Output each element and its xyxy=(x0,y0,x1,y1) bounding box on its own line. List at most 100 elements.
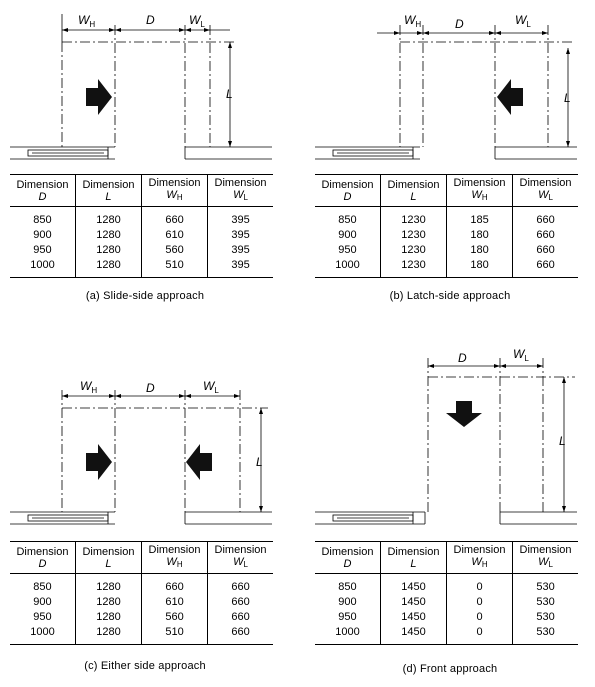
cell: 1450 xyxy=(379,625,447,645)
dimension-table: Dimension D Dimension L Dimension WH Dimens… xyxy=(315,541,578,645)
table-row: 1000 1280 510 660 xyxy=(10,625,273,645)
cell: 660 xyxy=(207,610,273,625)
cell: 180 xyxy=(445,243,513,258)
table-row: 1000 1450 0 530 xyxy=(315,625,578,645)
caption: (c) Either side approach xyxy=(84,660,206,672)
cell: 1280 xyxy=(74,610,142,625)
cell: 395 xyxy=(207,228,273,243)
panel-slide-side: WH D WL L Dimension D Dimension L Dimensio… xyxy=(0,0,290,320)
cell: 1230 xyxy=(379,206,447,228)
table-row: 950 1230 180 660 xyxy=(315,243,578,258)
col-wl-header: Dimension WL xyxy=(207,174,273,207)
cell: 610 xyxy=(140,595,208,610)
table-row: 900 1280 610 660 xyxy=(10,595,273,610)
label-wl: WL xyxy=(513,347,529,363)
diagram-either-side xyxy=(10,390,272,525)
caption: (a) Slide-side approach xyxy=(85,290,205,302)
col-wh-header: Dimension WH xyxy=(140,541,208,574)
cell: 1280 xyxy=(74,258,142,278)
approach-arrow-left-icon xyxy=(497,79,523,115)
cell: 660 xyxy=(207,573,273,595)
diagram-slide-side xyxy=(10,14,272,160)
table-row: 850 1280 660 395 xyxy=(10,206,273,228)
cell: 850 xyxy=(33,581,52,593)
label-l: L xyxy=(564,91,571,105)
cell: 0 xyxy=(445,610,513,625)
cell: 660 xyxy=(512,243,578,258)
dimension-table: Dimension D Dimension L Dimension WH Dimens… xyxy=(10,541,273,645)
cell: 510 xyxy=(140,258,208,278)
cell: 850 xyxy=(338,581,357,593)
cell: 950 xyxy=(33,244,52,256)
cell: 610 xyxy=(140,228,208,243)
cell: 900 xyxy=(338,229,357,241)
cell: 530 xyxy=(512,573,578,595)
col-l-header: Dimension L xyxy=(74,174,142,207)
cell: 950 xyxy=(338,611,357,623)
label-wh: WH xyxy=(78,13,96,29)
table-row: 850 1450 0 530 xyxy=(315,573,578,595)
cell: 1230 xyxy=(379,243,447,258)
cell: 1000 xyxy=(315,258,381,278)
col-wl-header: Dimension WL xyxy=(512,174,578,207)
cell: 1280 xyxy=(74,228,142,243)
col-l-header: Dimension L xyxy=(379,541,447,574)
col-d-header: Dimension D xyxy=(16,178,69,203)
cell: 530 xyxy=(512,595,578,610)
col-d-header: Dimension D xyxy=(321,545,374,570)
cell: 560 xyxy=(140,610,208,625)
cell: 1000 xyxy=(10,625,76,645)
table-row: 900 1280 610 395 xyxy=(10,228,273,243)
cell: 530 xyxy=(512,610,578,625)
dimension-table: Dimension D Dimension L Dimension WH Dimens… xyxy=(10,174,273,278)
cell: 1000 xyxy=(315,625,381,645)
cell: 660 xyxy=(207,625,273,645)
cell: 660 xyxy=(207,595,273,610)
table-row: 950 1280 560 660 xyxy=(10,610,273,625)
panel-front: D WL L Dimension D Dimension L Dimension WH… xyxy=(305,345,595,675)
table-row: 950 1280 560 395 xyxy=(10,243,273,258)
label-wh: WH xyxy=(404,13,422,29)
cell: 560 xyxy=(140,243,208,258)
cell: 660 xyxy=(140,206,208,228)
label-wl: WL xyxy=(203,379,219,395)
cell: 850 xyxy=(33,214,52,226)
table-row: 900 1230 180 660 xyxy=(315,228,578,243)
cell: 660 xyxy=(512,206,578,228)
table-row: 950 1450 0 530 xyxy=(315,610,578,625)
label-d: D xyxy=(146,381,155,395)
cell: 900 xyxy=(338,596,357,608)
cell: 1230 xyxy=(379,258,447,278)
cell: 900 xyxy=(33,229,52,241)
cell: 1450 xyxy=(379,595,447,610)
label-d: D xyxy=(458,351,467,365)
cell: 850 xyxy=(338,214,357,226)
col-l-header: Dimension L xyxy=(379,174,447,207)
col-wh-header: Dimension WH xyxy=(445,174,513,207)
panel-latch-side: WH D WL L Dimension D Dimension L Dimensio… xyxy=(305,0,595,320)
table-row: 1000 1230 180 660 xyxy=(315,258,578,278)
caption: (b) Latch-side approach xyxy=(389,290,511,302)
col-wh-header: Dimension WH xyxy=(140,174,208,207)
approach-arrow-right-icon xyxy=(86,444,112,480)
col-wh-header: Dimension WH xyxy=(445,541,513,574)
table-row: 900 1450 0 530 xyxy=(315,595,578,610)
cell: 0 xyxy=(445,573,513,595)
cell: 395 xyxy=(207,258,273,278)
cell: 1230 xyxy=(379,228,447,243)
col-d-header: Dimension D xyxy=(321,178,374,203)
approach-arrow-left-icon xyxy=(186,444,212,480)
cell: 510 xyxy=(140,625,208,645)
col-wl-header: Dimension WL xyxy=(207,541,273,574)
table-row: 1000 1280 510 395 xyxy=(10,258,273,278)
label-wl: WL xyxy=(189,13,205,29)
cell: 660 xyxy=(512,228,578,243)
cell: 1000 xyxy=(10,258,76,278)
label-l: L xyxy=(226,87,233,101)
diagram-latch-side xyxy=(315,25,577,160)
cell: 185 xyxy=(445,206,513,228)
label-l: L xyxy=(256,455,263,469)
col-d-header: Dimension D xyxy=(16,545,69,570)
cell: 950 xyxy=(33,611,52,623)
cell: 180 xyxy=(445,258,513,278)
